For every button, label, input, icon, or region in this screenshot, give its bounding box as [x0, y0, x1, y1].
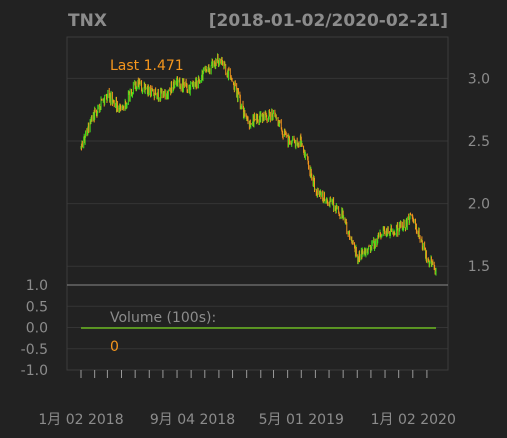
price-tick-label: 1.5 [468, 259, 490, 275]
chart-title: TNX [68, 11, 107, 31]
price-gridlines [67, 77, 448, 267]
last-price-label: Last 1.471 [110, 58, 184, 74]
price-tick-label: 2.0 [468, 197, 490, 213]
x-tick-label: 1月 02 2020 [371, 412, 456, 428]
x-tick-label: 9月 04 2018 [150, 412, 235, 428]
volume-tick-label: 1.0 [26, 278, 48, 294]
volume-title: Volume (100s): [110, 310, 216, 326]
volume-tick-label: 0.5 [26, 299, 48, 315]
volume-tick-label: -0.5 [21, 342, 48, 358]
price-tick-label: 3.0 [468, 71, 490, 87]
volume-tick-label: -1.0 [21, 363, 48, 379]
price-candles [80, 53, 437, 276]
date-range-label: [2018-01-02/2020-02-21] [209, 11, 448, 31]
price-tick-label: 2.5 [468, 134, 490, 150]
x-tick-label: 5月 01 2019 [259, 412, 344, 428]
x-axis-ticks [80, 370, 428, 378]
volume-y-axis-labels: 1.0 0.5 0.0 -0.5 -1.0 [21, 278, 48, 379]
x-tick-label: 1月 02 2018 [38, 412, 123, 428]
price-y-axis-labels: 3.0 2.5 2.0 1.5 [468, 71, 490, 275]
volume-tick-label: 0.0 [26, 321, 48, 337]
volume-last-value: 0 [110, 339, 119, 355]
x-axis-labels: 1月 02 2018 9月 04 2018 5月 01 2019 1月 02 2020 [38, 412, 456, 428]
